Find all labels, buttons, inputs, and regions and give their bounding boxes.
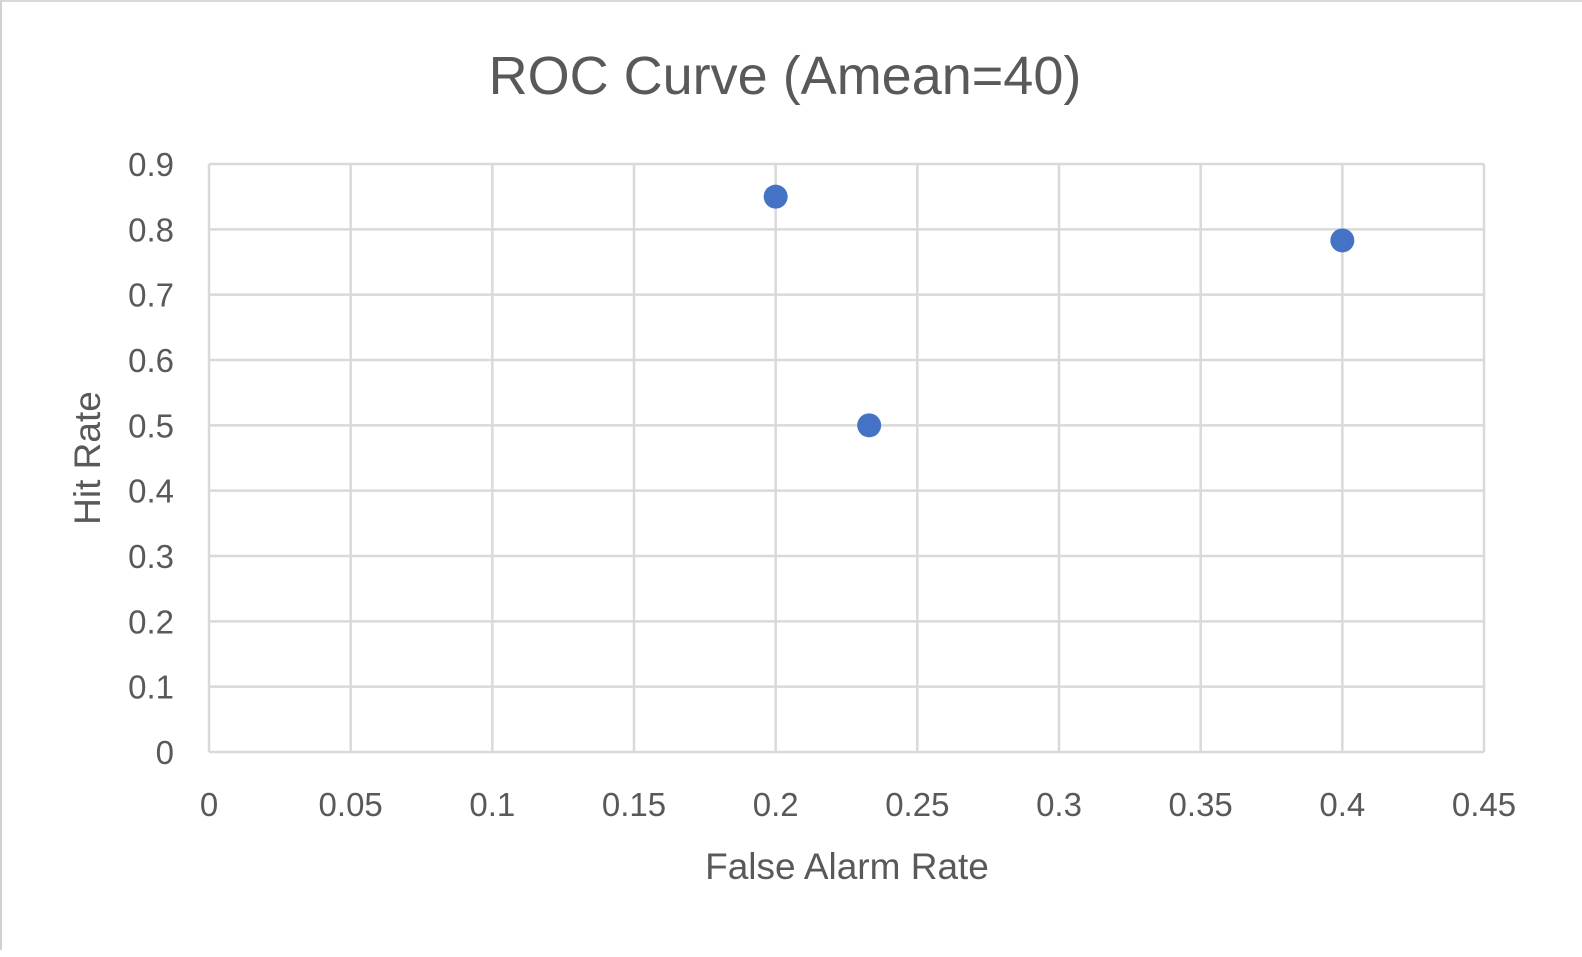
x-tick-label: 0.05 <box>319 786 383 823</box>
gridlines <box>207 162 1486 754</box>
x-tick-label: 0.35 <box>1169 786 1233 823</box>
y-tick-label: 0.4 <box>128 473 174 510</box>
x-tick-label: 0.25 <box>885 786 949 823</box>
y-tick-label: 0.2 <box>128 603 174 640</box>
data-point <box>1330 228 1355 253</box>
x-tick-label: 0.3 <box>1036 786 1082 823</box>
y-axis-ticks: 0 0.1 0.2 0.3 0.4 0.5 0.6 0.7 0.8 0.9 <box>128 146 174 771</box>
y-tick-label: 0.6 <box>128 342 174 379</box>
x-tick-label: 0.15 <box>602 786 666 823</box>
data-point <box>857 413 882 438</box>
x-tick-label: 0.45 <box>1452 786 1516 823</box>
y-tick-label: 0.9 <box>128 146 174 183</box>
x-axis-label: False Alarm Rate <box>705 846 989 887</box>
y-tick-label: 0.1 <box>128 669 174 706</box>
x-tick-label: 0.4 <box>1319 786 1365 823</box>
chart-title: ROC Curve (Amean=40) <box>489 46 1082 106</box>
x-tick-label: 0 <box>200 786 218 823</box>
x-tick-label: 0.2 <box>753 786 799 823</box>
y-axis-label: Hit Rate <box>67 391 108 525</box>
y-tick-label: 0 <box>156 734 174 771</box>
y-tick-label: 0.3 <box>128 538 174 575</box>
y-tick-label: 0.7 <box>128 277 174 314</box>
x-tick-label: 0.1 <box>469 786 515 823</box>
data-points <box>763 184 1355 438</box>
data-point <box>763 184 788 209</box>
x-axis-ticks: 0 0.05 0.1 0.15 0.2 0.25 0.3 0.35 0.4 0.45 <box>200 786 1516 823</box>
y-tick-label: 0.8 <box>128 211 174 248</box>
y-tick-label: 0.5 <box>128 407 174 444</box>
